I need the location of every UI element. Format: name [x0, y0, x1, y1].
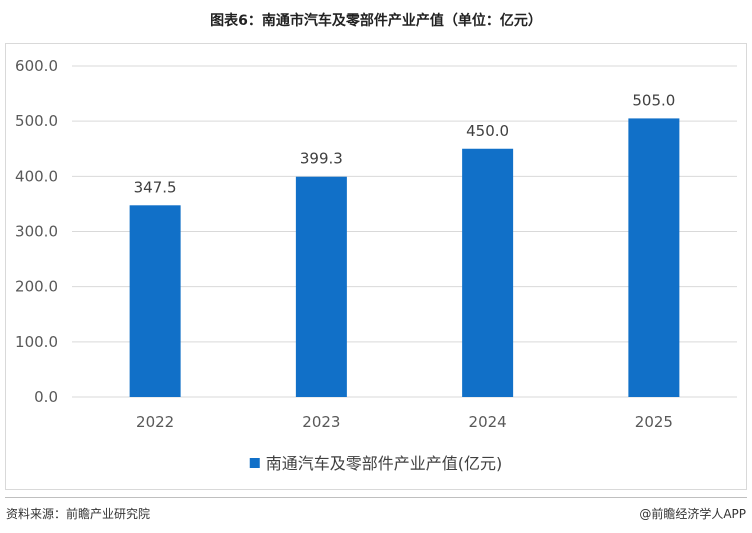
- y-tick-label: 200.0: [15, 278, 58, 296]
- x-tick-label: 2025: [635, 413, 673, 431]
- data-label: 505.0: [632, 91, 675, 109]
- y-tick-label: 0.0: [34, 388, 58, 406]
- data-label: 347.5: [134, 178, 177, 196]
- bar: [129, 205, 181, 397]
- y-tick-label: 500.0: [15, 112, 58, 130]
- bar: [628, 118, 680, 398]
- chart-frame: [5, 43, 747, 490]
- y-tick-label: 100.0: [15, 333, 58, 351]
- legend-swatch: [249, 458, 260, 468]
- legend-label: 南通汽车及零部件产业产值(亿元): [266, 454, 503, 473]
- y-tick-label: 400.0: [15, 167, 58, 185]
- x-tick-label: 2022: [136, 413, 174, 431]
- bar: [462, 148, 514, 397]
- x-tick-label: 2024: [469, 413, 507, 431]
- footer-divider: [5, 497, 747, 498]
- brand-credit: @前瞻经济学人APP: [639, 507, 746, 521]
- x-tick-label: 2023: [302, 413, 340, 431]
- bar: [295, 176, 347, 397]
- y-tick-label: 300.0: [15, 223, 58, 241]
- source-note: 资料来源：前瞻产业研究院: [6, 507, 151, 521]
- chart-title: 图表6：南通市汽车及零部件产业产值（单位：亿元）: [210, 13, 542, 29]
- data-label: 399.3: [300, 150, 343, 168]
- y-tick-label: 600.0: [15, 57, 58, 75]
- data-label: 450.0: [466, 122, 509, 140]
